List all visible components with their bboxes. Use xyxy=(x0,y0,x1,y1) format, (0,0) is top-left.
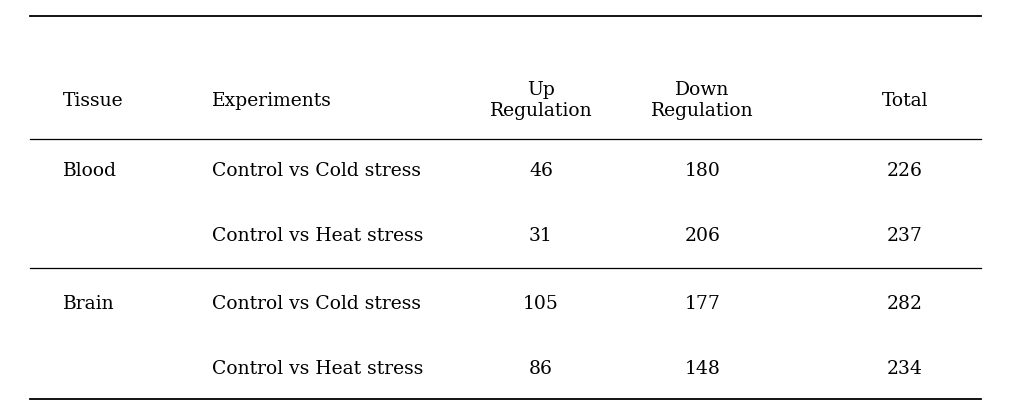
Text: 148: 148 xyxy=(684,360,721,378)
Text: Experiments: Experiments xyxy=(212,92,333,110)
Text: 206: 206 xyxy=(684,227,721,245)
Text: Total: Total xyxy=(882,92,928,110)
Text: 86: 86 xyxy=(529,360,553,378)
Text: Control vs Heat stress: Control vs Heat stress xyxy=(212,227,424,245)
Text: Control vs Cold stress: Control vs Cold stress xyxy=(212,295,422,313)
Text: 105: 105 xyxy=(523,295,559,313)
Text: 177: 177 xyxy=(684,295,721,313)
Text: 31: 31 xyxy=(529,227,553,245)
Text: 226: 226 xyxy=(887,162,923,180)
Text: 237: 237 xyxy=(887,227,923,245)
Text: Blood: Blood xyxy=(63,162,116,180)
Text: 234: 234 xyxy=(887,360,923,378)
Text: 180: 180 xyxy=(684,162,721,180)
Text: Up
Regulation: Up Regulation xyxy=(489,81,592,120)
Text: Tissue: Tissue xyxy=(63,92,123,110)
Text: Brain: Brain xyxy=(63,295,114,313)
Text: 46: 46 xyxy=(529,162,553,180)
Text: 282: 282 xyxy=(887,295,923,313)
Text: Control vs Cold stress: Control vs Cold stress xyxy=(212,162,422,180)
Text: Down
Regulation: Down Regulation xyxy=(651,81,754,120)
Text: Control vs Heat stress: Control vs Heat stress xyxy=(212,360,424,378)
